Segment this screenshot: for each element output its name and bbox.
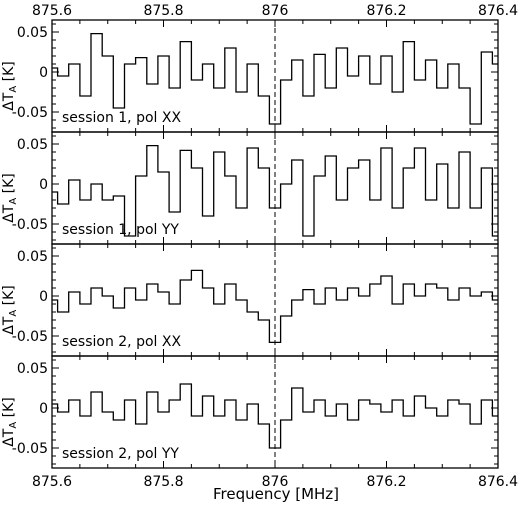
y-tick-label: -0.05 — [12, 217, 48, 233]
y-tick-label: 0 — [39, 289, 48, 305]
y-tick-label: 0.05 — [17, 249, 48, 265]
x-tick-label-top: 875.6 — [32, 3, 72, 19]
x-tick-label-top: 876.2 — [366, 3, 406, 19]
series-line-1 — [52, 144, 498, 237]
x-tick-label-bottom: 876.4 — [478, 474, 518, 490]
series-line-1 — [52, 383, 498, 449]
y-tick-label: 0.05 — [17, 25, 48, 41]
x-tick-label-top: 875.8 — [143, 3, 183, 19]
y-tick-label: 0 — [39, 65, 48, 81]
shared-x-axis: Frequency [MHz] 875.6 875.6 875.8 875.8 876 8… — [32, 3, 518, 503]
panel-label: session 2, pol XX — [62, 334, 181, 350]
x-tick-label-bottom: 876 — [262, 474, 289, 490]
y-tick-label: 0.05 — [17, 361, 48, 377]
panel-label: session 1, pol YY — [62, 222, 179, 238]
x-tick-label-bottom: 875.6 — [32, 474, 72, 490]
y-axis-label: ΔTA [K] — [1, 173, 19, 223]
x-tick-label-top: 876.4 — [478, 3, 518, 19]
y-axis-label: ΔTA [K] — [1, 285, 19, 335]
series-line-1 — [52, 269, 498, 344]
y-tick-label: -0.05 — [12, 105, 48, 121]
y-tick-label: 0 — [39, 401, 48, 417]
y-tick-label: -0.05 — [12, 441, 48, 457]
panel-label: session 2, pol YY — [62, 446, 179, 462]
x-tick-label-bottom: 875.8 — [143, 474, 183, 490]
x-tick-label-bottom: 876.2 — [366, 474, 406, 490]
x-axis-title: Frequency [MHz] — [213, 485, 339, 503]
y-axis-label: ΔTA [K] — [1, 61, 19, 111]
x-tick-label-top: 876 — [262, 3, 289, 19]
panel-label: session 1, pol XX — [62, 110, 181, 126]
y-tick-label: 0 — [39, 177, 48, 193]
y-axis-label: ΔTA [K] — [1, 397, 19, 447]
series-line-1 — [52, 32, 498, 125]
y-tick-label: -0.05 — [12, 329, 48, 345]
y-tick-label: 0.05 — [17, 137, 48, 153]
